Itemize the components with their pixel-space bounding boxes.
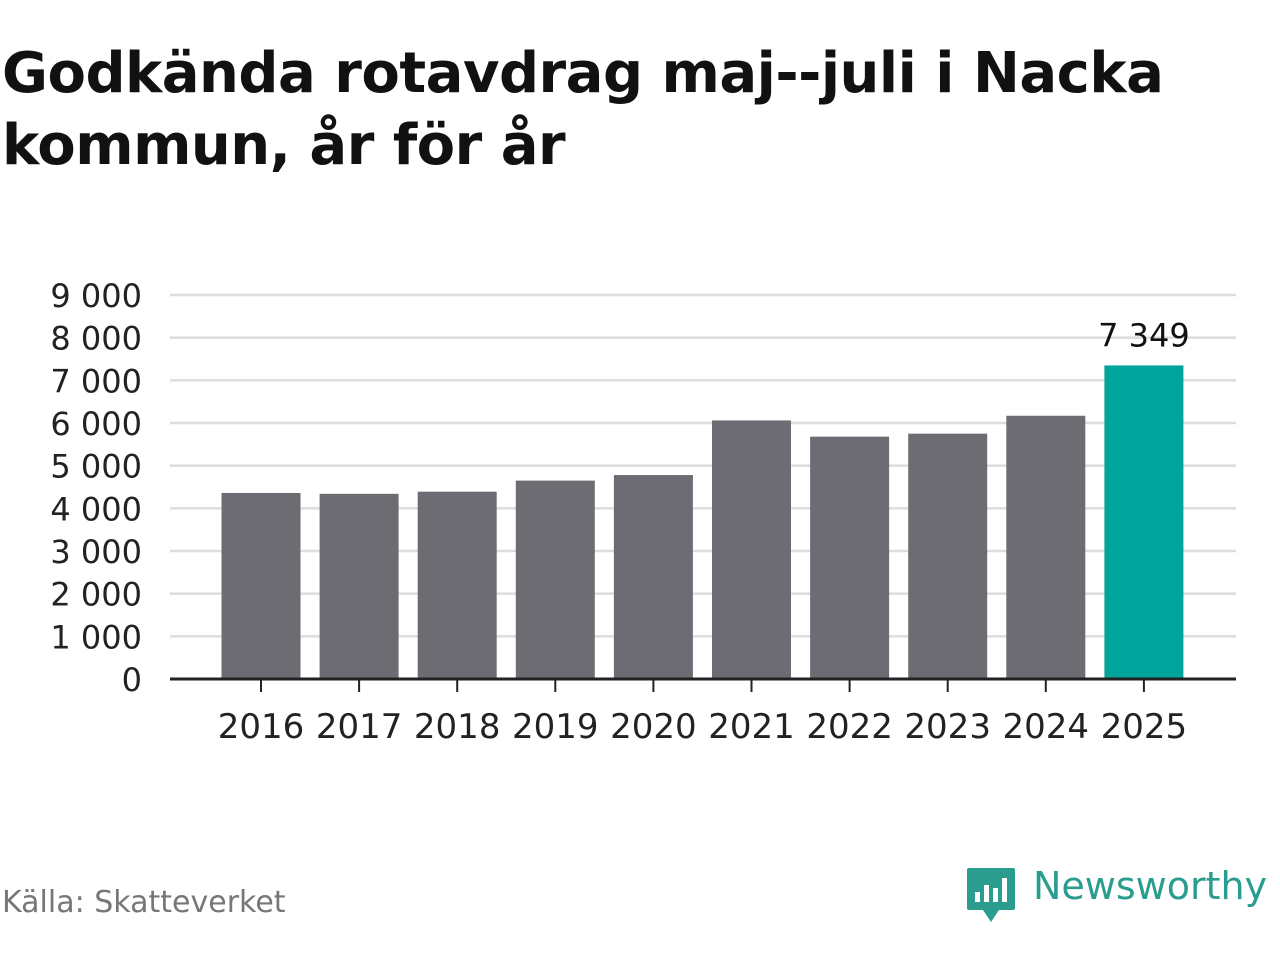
bar-2021 [712, 420, 791, 679]
bar-2019 [515, 480, 595, 679]
x-tick-label-2020: 2020 [610, 707, 697, 747]
y-tick-label: 5 000 [50, 448, 142, 486]
y-tick-label: 9 000 [50, 277, 142, 315]
bar-2024 [1006, 415, 1086, 679]
newsworthy-logo-icon [967, 868, 1015, 922]
x-tick-label-2018: 2018 [414, 707, 501, 747]
y-tick-label: 6 000 [50, 405, 142, 443]
y-tick-label: 4 000 [50, 490, 142, 528]
brand-logo: Newsworthy [965, 864, 1268, 926]
bar-2025 [1104, 365, 1184, 679]
data-label-2025: 7 349 [1098, 316, 1190, 354]
source-note: Källa: Skatteverket [2, 885, 286, 920]
x-tick-label-2022: 2022 [806, 707, 893, 747]
y-tick-label: 2 000 [50, 576, 142, 614]
x-tick-label-2021: 2021 [708, 707, 795, 747]
x-tick-label-2023: 2023 [904, 707, 991, 747]
x-tick-label-2024: 2024 [1003, 707, 1090, 747]
bar-2018 [417, 491, 497, 679]
x-tick-label-2019: 2019 [512, 707, 599, 747]
data-labels: 7 349 [1098, 316, 1190, 354]
bars [221, 365, 1184, 679]
x-tick-label-2016: 2016 [218, 707, 305, 747]
y-tick-label: 0 [122, 661, 142, 699]
x-tick-label-2017: 2017 [316, 707, 403, 747]
bar-2023 [908, 433, 988, 679]
brand-name: Newsworthy [1033, 864, 1268, 908]
y-tick-label: 3 000 [50, 533, 142, 571]
bar-2020 [613, 475, 693, 679]
y-tick-label: 8 000 [50, 320, 142, 358]
x-tick-label-2025: 2025 [1101, 707, 1188, 747]
bar-2022 [810, 436, 890, 679]
chart-title: Godkända rotavdrag maj--juli i Nacka kom… [2, 41, 1164, 178]
y-tick-label: 7 000 [50, 362, 142, 400]
bar-2017 [319, 493, 399, 679]
y-axis-ticks: 0 1 000 2 000 3 000 4 000 5 000 6 000 7 000 8 00… [50, 277, 142, 699]
x-axis-ticks: 2016 2017 2018 2019 2020 2021 2022 2023 2024 2025 [218, 679, 1187, 747]
bar-2016 [221, 492, 301, 679]
y-tick-label: 1 000 [50, 618, 142, 656]
